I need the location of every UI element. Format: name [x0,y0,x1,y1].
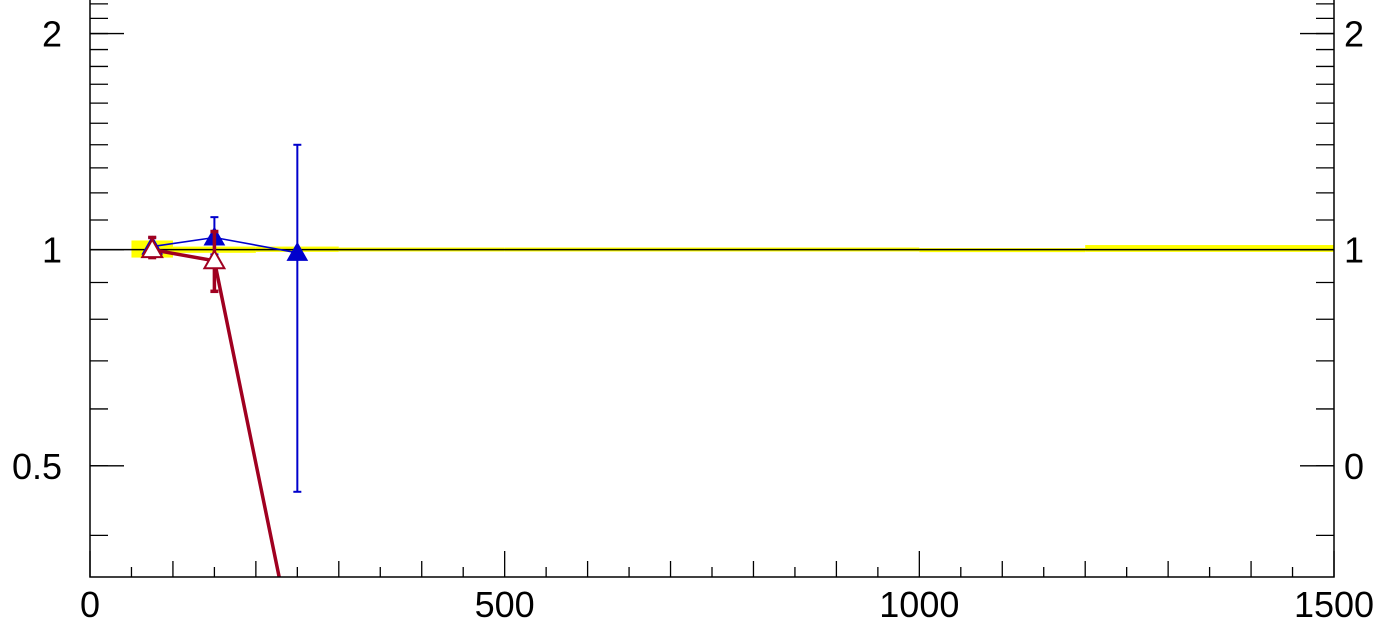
y-left-tick-label: 1 [42,230,62,271]
y-right-tick-label: 0 [1344,446,1364,487]
x-tick-label: 500 [475,584,535,620]
y-left-tick-label: 0.5 [12,446,62,487]
band-bin-6 [1085,245,1334,252]
axes: 0 500 1000 1500 0.5 1 2 0 1 2 [12,3,1374,620]
y-right-tick-label: 1 [1344,230,1364,271]
x-tick-label: 1500 [1294,584,1374,620]
x-tick-label: 0 [80,584,100,620]
series-0-point-2 [286,241,309,261]
y-left-tick-label: 2 [42,14,62,55]
data-series [140,143,309,577]
plot-frame [89,0,1335,578]
y-right-tick-label: 2 [1344,14,1364,55]
series-1-point-0 [140,237,164,259]
x-tick-label: 1000 [879,584,959,620]
series-1 [140,229,281,577]
series-1-point-1 [202,248,227,270]
